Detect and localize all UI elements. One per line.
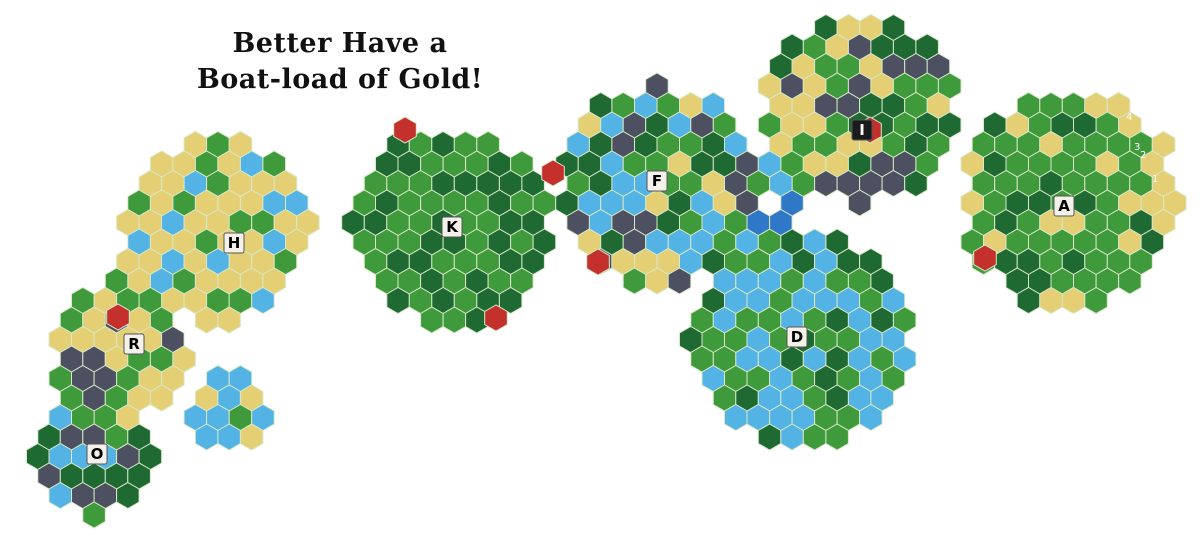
board-label-r[interactable]: R <box>123 333 145 355</box>
board-edge-numbers: 1 2 3 4 <box>1126 112 1158 185</box>
castle-hex[interactable] <box>106 303 130 331</box>
edge-number-1: 1 <box>1152 174 1158 185</box>
edge-number-2: 2 <box>1140 150 1146 161</box>
terrain-hex-water[interactable] <box>251 286 275 315</box>
terrain-hex-deep_water[interactable] <box>769 208 793 237</box>
board-label-a-text: A <box>1058 197 1070 215</box>
board-labels: H R O K F I D <box>86 112 1158 465</box>
terrain-hex-meadow[interactable] <box>82 501 106 529</box>
terrain-tiles <box>26 13 1187 529</box>
edge-number-4: 4 <box>1126 112 1132 123</box>
terrain-hex-mountain[interactable] <box>667 267 692 295</box>
castle-hex[interactable] <box>586 248 610 276</box>
terrain-hex-desert[interactable] <box>217 306 241 334</box>
edge-number-3: 3 <box>1134 142 1140 153</box>
board-label-h[interactable]: H <box>223 232 245 254</box>
terrain-hex-desert[interactable] <box>149 384 174 412</box>
terrain-hex-forest[interactable] <box>904 169 928 198</box>
board-label-i[interactable]: I <box>851 119 873 141</box>
title-line-2: Boat-load of Gold! <box>196 64 484 95</box>
board-label-k-text: K <box>446 218 459 236</box>
terrain-hex-forest[interactable] <box>116 481 140 510</box>
castle-hex[interactable] <box>393 116 417 144</box>
castle-hex[interactable] <box>541 159 565 187</box>
title-line-1: Better Have a <box>232 28 448 59</box>
board-label-k[interactable]: K <box>441 216 463 238</box>
board-label-f-text: F <box>652 172 662 190</box>
board-label-f[interactable]: F <box>646 170 668 192</box>
terrain-hex-desert[interactable] <box>239 423 264 451</box>
board-label-o-text: O <box>91 445 104 463</box>
terrain-hex-mountain[interactable] <box>847 189 872 217</box>
board-label-a[interactable]: A <box>1053 195 1075 217</box>
castle-hex[interactable] <box>973 244 997 272</box>
board-label-d-text: D <box>791 328 803 346</box>
board-label-r-text: R <box>128 335 140 353</box>
terrain-hex-meadow[interactable] <box>1084 286 1108 315</box>
board-label-d[interactable]: D <box>786 326 808 348</box>
board-label-h-text: H <box>228 234 241 252</box>
board-label-o[interactable]: O <box>86 443 108 465</box>
terrain-hex-meadow[interactable] <box>825 423 849 451</box>
terrain-hex-meadow[interactable] <box>1118 267 1142 295</box>
castle-hex[interactable] <box>484 304 508 332</box>
board-label-i-text: I <box>859 121 865 139</box>
terrain-hex-water[interactable] <box>859 403 883 432</box>
